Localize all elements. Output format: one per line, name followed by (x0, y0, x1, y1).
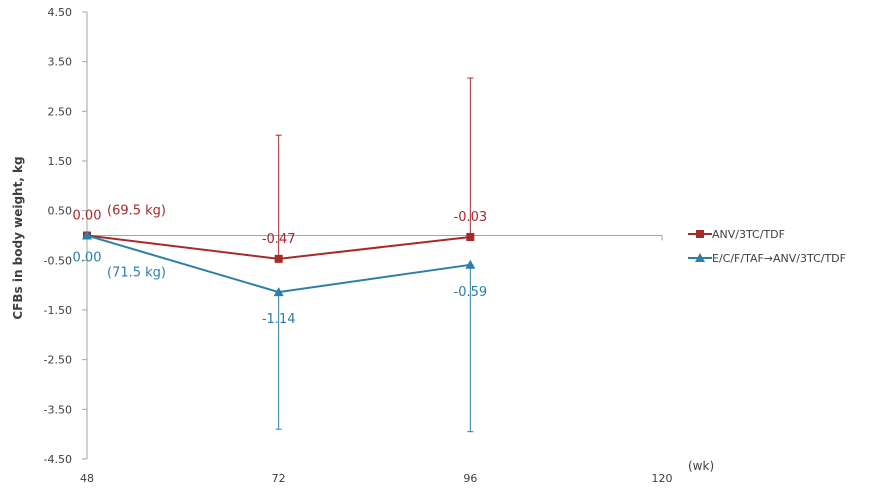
data-label-layer: 0.00 -0.47 -0.03 (69.5 kg) 0.00 -1.14 -0.59 (71… (73, 204, 488, 328)
x-tick-label: 72 (272, 472, 286, 485)
data-point-triangle (82, 230, 92, 240)
legend-item-1: ANV/3TC/TDF (688, 228, 785, 241)
data-label: 0.00 (73, 209, 102, 224)
data-label: -1.14 (262, 312, 296, 327)
series-layer (82, 77, 476, 433)
x-tick-label: 96 (463, 472, 477, 485)
y-tick-label: 2.50 (48, 105, 73, 118)
y-tick-label: 1.50 (48, 155, 73, 168)
baseline-weight-note: (71.5 kg) (107, 266, 166, 281)
legend-label: E/C/F/TAF→ANV/3TC/TDF (712, 252, 846, 265)
data-point-square (466, 232, 475, 241)
y-tick-label: -1.50 (44, 304, 72, 317)
y-tick-label: 0.50 (48, 205, 73, 218)
baseline-weight-note: (69.5 kg) (107, 204, 166, 219)
data-point-square (274, 254, 283, 263)
axes-layer: 4.50 3.50 2.50 1.50 0.50 -0.50 -1.50 -2.50 -3.50… (44, 6, 673, 485)
data-point-triangle (465, 259, 476, 269)
y-tick-label: -0.50 (44, 254, 72, 267)
legend-marker-triangle (695, 253, 705, 262)
data-label: -0.03 (454, 210, 488, 225)
x-tick-label: 120 (652, 472, 673, 485)
y-tick-label: -3.50 (44, 403, 72, 416)
data-point-triangle (273, 287, 284, 297)
legend-label: ANV/3TC/TDF (712, 228, 785, 241)
data-label: 0.00 (73, 251, 102, 266)
legend-item-2: E/C/F/TAF→ANV/3TC/TDF (688, 252, 846, 265)
x-tick-label: 48 (80, 472, 94, 485)
y-tick-label: -4.50 (44, 453, 72, 466)
y-tick-label: -2.50 (44, 354, 72, 367)
series-2 (82, 230, 476, 433)
y-tick-label: 3.50 (48, 56, 73, 69)
data-label: -0.47 (262, 232, 296, 247)
x-axis-unit-label: (wk) (688, 459, 714, 473)
y-axis-label: CFBs in body weight, kg (11, 156, 25, 319)
data-label: -0.59 (454, 285, 488, 300)
legend-marker-square (696, 230, 704, 238)
y-tick-label: 4.50 (48, 6, 73, 19)
legend: ANV/3TC/TDF E/C/F/TAF→ANV/3TC/TDF (688, 228, 846, 265)
